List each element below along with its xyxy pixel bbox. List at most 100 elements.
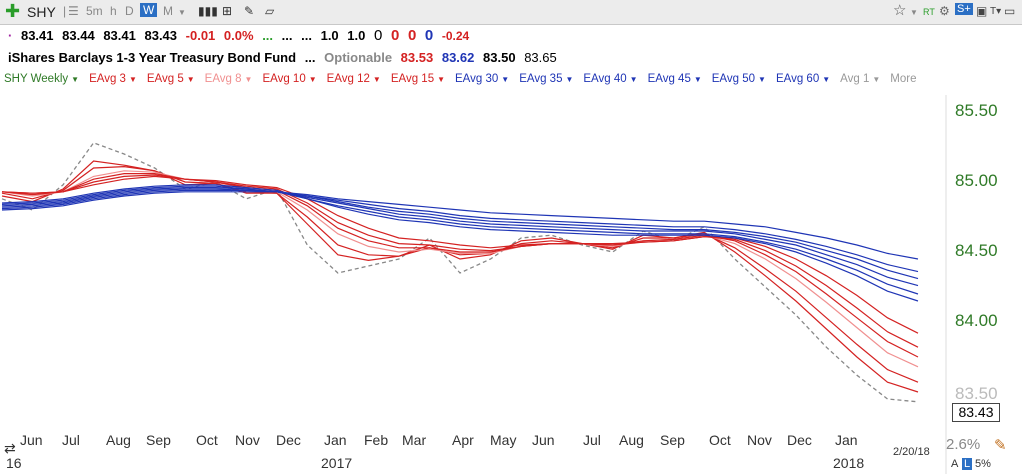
dropdown-icon[interactable]: ▼ bbox=[822, 75, 831, 84]
favorite-star-icon[interactable]: ☆ bbox=[893, 2, 907, 19]
legend-item-eavg-3[interactable]: EAvg 3 ▼ bbox=[89, 73, 137, 85]
pct-label[interactable]: 2.6% bbox=[946, 436, 981, 453]
legend-label: EAvg 10 bbox=[262, 73, 306, 85]
scroll-arrows-icon[interactable]: ⇄ bbox=[4, 440, 16, 456]
security-p3: 83.50 bbox=[483, 50, 516, 65]
quote-change-pct: 0.0% bbox=[223, 28, 254, 43]
dropdown-icon[interactable]: ▼ bbox=[910, 8, 918, 17]
security-dots: ... bbox=[304, 50, 316, 65]
restore-icon[interactable]: ▭ bbox=[1004, 4, 1016, 18]
legend-item-shy-weekly[interactable]: SHY Weekly ▼ bbox=[4, 73, 79, 85]
y-tick-label: 85.50 bbox=[955, 101, 998, 120]
bar-style-icon[interactable]: ▮▮▮ bbox=[198, 4, 218, 18]
scale-l-icon[interactable]: L bbox=[962, 458, 973, 470]
legend-label: Avg 1 bbox=[840, 73, 870, 85]
quote-change: -0.01 bbox=[185, 28, 216, 43]
add-symbol-icon[interactable]: ✚ bbox=[5, 1, 21, 21]
dropdown-icon[interactable]: ▼ bbox=[372, 75, 381, 84]
legend-label: EAvg 3 bbox=[89, 73, 126, 85]
dropdown-icon[interactable]: ▼ bbox=[565, 75, 574, 84]
legend-item-eavg-35[interactable]: EAvg 35 ▼ bbox=[519, 73, 573, 85]
dropdown-icon[interactable]: ▼ bbox=[186, 75, 195, 84]
x-tick-label: Feb bbox=[364, 432, 389, 448]
x-tick-label: Nov bbox=[235, 432, 260, 448]
legend-item-eavg-5[interactable]: EAvg 5 ▼ bbox=[147, 73, 195, 85]
legend-item-eavg-30[interactable]: EAvg 30 ▼ bbox=[455, 73, 509, 85]
y-tick-label: 85.00 bbox=[955, 171, 998, 190]
x-tick-label: 16 bbox=[6, 455, 22, 471]
y-tick-label: 84.00 bbox=[955, 311, 998, 330]
dropdown-icon[interactable]: ▼ bbox=[244, 75, 253, 84]
year-label-2018: 2018 bbox=[833, 455, 865, 471]
dropdown-icon[interactable]: ▼ bbox=[71, 75, 80, 84]
interval-h[interactable]: h bbox=[110, 4, 117, 18]
toggle-icon[interactable]: ☰ bbox=[68, 4, 79, 18]
quote-v1: 1.0 bbox=[320, 28, 339, 43]
scale-a-icon[interactable]: A bbox=[951, 458, 959, 470]
series-line-eavg-35 bbox=[1, 185, 919, 295]
security-row: iShares Barclays 1-3 Year Treasury Bond … bbox=[8, 50, 562, 65]
series-line-eavg-15 bbox=[1, 175, 919, 334]
rt-icon[interactable]: RT bbox=[923, 7, 935, 17]
ticker-tape-icon[interactable]: T▾ bbox=[990, 6, 1002, 17]
pct-small-label[interactable]: 5% bbox=[975, 458, 991, 470]
legend-label: EAvg 30 bbox=[455, 73, 499, 85]
quote-close: 83.43 bbox=[144, 28, 178, 43]
quote-v2: 1.0 bbox=[347, 28, 366, 43]
legend-item-eavg-45[interactable]: EAvg 45 ▼ bbox=[648, 73, 702, 85]
legend-item-eavg-8[interactable]: EAvg 8 ▼ bbox=[205, 73, 253, 85]
security-name: iShares Barclays 1-3 Year Treasury Bond … bbox=[8, 50, 297, 65]
dropdown-icon[interactable]: ▼ bbox=[693, 75, 702, 84]
dropdown-icon[interactable]: ▼ bbox=[758, 75, 766, 84]
series-line-eavg-12 bbox=[1, 174, 919, 348]
interval-dropdown-icon[interactable]: ▼ bbox=[178, 8, 186, 17]
quote-z3: 0 bbox=[407, 27, 417, 44]
legend-item-eavg-10[interactable]: EAvg 10 ▼ bbox=[262, 73, 316, 85]
legend-item-more[interactable]: More bbox=[890, 73, 916, 85]
legend-label: SHY Weekly bbox=[4, 73, 69, 85]
optionable-label: Optionable bbox=[324, 50, 393, 65]
quote-open: 83.41 bbox=[20, 28, 54, 43]
x-tick-label: Mar bbox=[402, 432, 427, 448]
dropdown-icon[interactable]: ▼ bbox=[629, 75, 638, 84]
legend-item-eavg-15[interactable]: EAvg 15 ▼ bbox=[391, 73, 445, 85]
legend-label: EAvg 8 bbox=[204, 73, 242, 85]
interval-5m[interactable]: 5m bbox=[86, 4, 103, 18]
dropdown-icon[interactable]: ▼ bbox=[128, 75, 137, 84]
interval-w[interactable]: W bbox=[140, 3, 158, 17]
edit-icon[interactable]: ✎ bbox=[994, 437, 1007, 454]
legend-label: EAvg 45 bbox=[647, 73, 691, 85]
quote-z2: 0 bbox=[390, 27, 400, 44]
legend-item-eavg-60[interactable]: EAvg 60 ▼ bbox=[776, 73, 830, 85]
interval-d[interactable]: D bbox=[125, 4, 134, 18]
x-tick-label: Aug bbox=[106, 432, 131, 448]
symbol-label[interactable]: SHY bbox=[27, 4, 56, 20]
y-tick-label: 84.50 bbox=[955, 241, 998, 260]
series-line-shy-weekly bbox=[1, 142, 919, 403]
x-tick-label: Jan bbox=[324, 432, 347, 448]
dropdown-icon[interactable]: ▼ bbox=[872, 75, 881, 84]
dropdown-icon[interactable]: ▼ bbox=[437, 75, 446, 84]
x-tick-label: Jul bbox=[62, 432, 80, 448]
toolbar-separator: | bbox=[63, 4, 67, 18]
interval-m[interactable]: M bbox=[163, 4, 173, 18]
security-p2: 83.62 bbox=[441, 50, 475, 65]
dropdown-icon[interactable]: ▼ bbox=[501, 75, 510, 84]
draw-pencil-icon[interactable]: ✎ bbox=[244, 4, 255, 18]
share-icon[interactable]: S+ bbox=[955, 3, 973, 15]
legend-item-avg-1[interactable]: Avg 1 ▼ bbox=[840, 73, 880, 85]
x-tick-label: Jan bbox=[835, 432, 858, 448]
x-tick-label: Sep bbox=[660, 432, 685, 448]
legend-item-eavg-50[interactable]: EAvg 50 ▼ bbox=[712, 73, 766, 85]
layout-icon[interactable]: ▣ bbox=[976, 4, 988, 18]
legend-item-eavg-12[interactable]: EAvg 12 ▼ bbox=[327, 73, 381, 85]
legend-item-eavg-40[interactable]: EAvg 40 ▼ bbox=[583, 73, 637, 85]
settings-gear-icon[interactable]: ⚙ bbox=[939, 4, 950, 18]
note-icon[interactable]: ▱ bbox=[265, 4, 275, 18]
add-study-icon[interactable]: ⊞ bbox=[222, 4, 233, 18]
legend-label: EAvg 40 bbox=[583, 73, 627, 85]
y-tick-label: 83.50 bbox=[955, 384, 998, 403]
quote-dots-a: ... bbox=[262, 28, 274, 43]
dropdown-icon[interactable]: ▼ bbox=[308, 75, 317, 84]
